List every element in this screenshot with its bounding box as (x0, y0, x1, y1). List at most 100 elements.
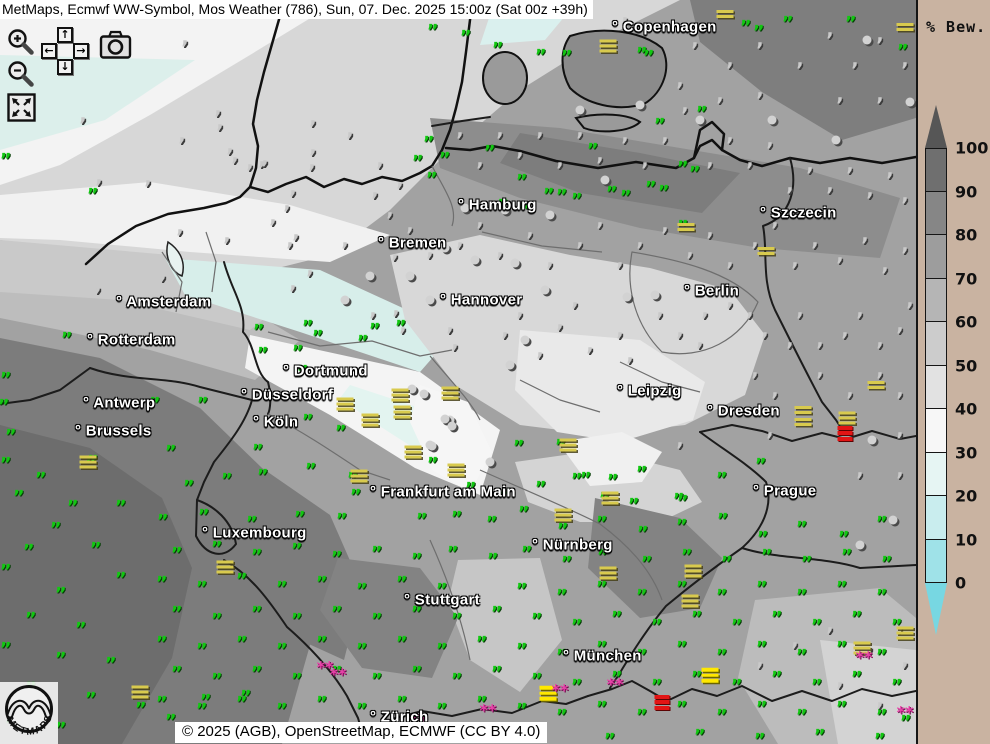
wx-drizzle-symbol: ,, (336, 501, 348, 521)
wx-drizzle-symbol: ,, (75, 610, 87, 630)
wx-cloud-symbol: , (676, 69, 684, 91)
wx-drizzle-symbol: ,, (836, 569, 848, 589)
wx-drizzle-symbol: ,, (696, 94, 708, 114)
scale-tick-label: 20 (955, 486, 978, 506)
city-label: ° Zürich (370, 708, 429, 726)
city-label: ° Nürnberg (532, 536, 613, 554)
wx-cloud-symbol: , (661, 124, 669, 146)
wx-cloud-symbol: , (901, 234, 909, 256)
wx-cloud-symbol: , (656, 299, 664, 321)
wx-cloud-symbol: , (576, 119, 584, 141)
wx-cloud-symbol: , (536, 339, 544, 361)
wx-cloud-symbol: , (716, 84, 724, 106)
wx-drizzle-symbol: ,, (535, 469, 547, 489)
wx-drizzle-symbol: ,, (371, 534, 383, 554)
map-canvas[interactable]: ,,,,,,,,,,,,,,,,,,,,,,,,,,,,,,,,,,,,,,,,… (0, 0, 916, 744)
wx-drizzle-symbol: ,, (396, 564, 408, 584)
metmaps-logo: METMAPS (0, 682, 58, 744)
wx-cloud-symbol: , (586, 334, 594, 356)
wx-drizzle-symbol: ,, (561, 38, 573, 58)
wx-cloud-symbol: , (866, 634, 874, 656)
wx-drizzle-symbol: ,, (251, 537, 263, 557)
wx-cloud-symbol: , (816, 329, 824, 351)
snapshot-button[interactable] (99, 29, 132, 65)
wx-drizzle-symbol: ,, (597, 537, 609, 557)
city-label: ° Stuttgart (404, 591, 480, 609)
city-label: ° Dresden (707, 402, 780, 420)
map-title: MetMaps, Ecmwf WW-Symbol, Mos Weather (7… (2, 1, 588, 17)
wx-fog2-symbol (716, 8, 734, 20)
wx-drizzle-symbol: ,, (257, 457, 269, 477)
copyright-text: © 2025 (AGB), OpenStreetMap, ECMWF (CC B… (182, 723, 541, 740)
wx-cloud-symbol: , (796, 49, 804, 71)
wx-drizzle-symbol: ,, (811, 667, 823, 687)
scale-tick-label: 50 (955, 356, 978, 375)
wx-dot-symbol (447, 421, 457, 431)
wx-drizzle-symbol: ,, (211, 529, 223, 549)
wx-dot-symbol (470, 255, 480, 265)
wx-drizzle-symbol: ,, (796, 697, 808, 717)
wx-cloud-symbol: , (876, 84, 884, 106)
wx-drizzle-symbol: ,, (841, 537, 853, 557)
wx-dot-symbol (888, 515, 898, 525)
wx-drizzle-symbol: ,, (620, 178, 632, 198)
wx-cloud-symbol: , (686, 239, 694, 261)
wx-drizzle-symbol: ,, (516, 571, 528, 591)
wx-cloud-symbol: , (846, 379, 854, 401)
wx-dot-symbol (505, 360, 515, 370)
wx-drizzle-symbol: ,, (521, 534, 533, 554)
wx-drizzle-symbol: ,, (61, 320, 73, 340)
wx-drizzle-symbol: ,, (369, 311, 381, 331)
scale-tick-label: 90 (955, 182, 978, 201)
wx-cloud-symbol: , (811, 229, 819, 251)
wx-drizzle-symbol: ,, (756, 629, 768, 649)
wx-drizzle-symbol: ,, (491, 654, 503, 674)
wx-drizzle-symbol: ,, (436, 571, 448, 591)
wx-cloud-symbol: , (376, 149, 384, 171)
wx-drizzle-symbol: ,, (681, 537, 693, 557)
wx-fog-symbol (404, 444, 422, 461)
wx-drizzle-symbol: ,, (643, 38, 655, 58)
wx-drizzle-symbol: ,, (90, 530, 102, 550)
wx-drizzle-symbol: ,, (580, 460, 592, 480)
wx-cloud-symbol: , (756, 29, 764, 51)
wx-drizzle-symbol: ,, (796, 509, 808, 529)
wx-cloud-symbol: , (556, 149, 564, 171)
wx-dot-symbol (485, 457, 495, 467)
wx-drizzle-symbol: ,, (87, 176, 99, 196)
wx-fog_bright-symbol (539, 684, 557, 703)
city-label: ° Berlin (684, 282, 740, 300)
zoom-in-button[interactable] (6, 27, 36, 62)
wx-cloud-symbol: , (341, 229, 349, 251)
wx-cloud-symbol: , (536, 119, 544, 141)
wx-cloud-symbol: , (851, 49, 859, 71)
wx-drizzle-symbol: ,, (519, 191, 531, 211)
wx-cloud-symbol: , (526, 219, 534, 241)
pan-up-button[interactable]: ↑ (57, 27, 73, 43)
wx-cloud-symbol: , (886, 159, 894, 181)
wx-drizzle-symbol: ,, (531, 601, 543, 621)
scale-tick-label: 40 (955, 399, 978, 419)
fullscreen-button[interactable] (7, 93, 36, 127)
wx-dot-symbol (855, 540, 865, 550)
zoom-out-button[interactable] (6, 59, 36, 94)
wx-drizzle-symbol: ,, (891, 607, 903, 627)
wx-cloud-symbol: , (706, 219, 714, 241)
wx-dot-symbol (867, 435, 877, 445)
pan-left-button[interactable]: ← (41, 43, 57, 59)
wx-drizzle-symbol: ,, (156, 564, 168, 584)
wx-drizzle-symbol: ,, (673, 481, 685, 501)
wx-cloud-symbol: , (516, 299, 524, 321)
wx-drizzle-symbol: ,, (149, 385, 161, 405)
wx-cloud-symbol: , (178, 124, 186, 146)
wx-drizzle-symbol: ,, (596, 504, 608, 524)
wx-cloud-symbol: , (896, 614, 904, 636)
wx-dot-symbol (622, 292, 632, 302)
wx-drizzle-symbol: ,, (513, 428, 525, 448)
wx-cloud-symbol: , (246, 151, 254, 173)
wx-cloud-symbol: , (571, 289, 579, 311)
wx-cloud-symbol: , (726, 249, 734, 271)
wx-drizzle-symbol: ,, (694, 717, 706, 737)
pan-down-button[interactable]: ↓ (57, 59, 73, 75)
pan-right-button[interactable]: → (73, 43, 89, 59)
